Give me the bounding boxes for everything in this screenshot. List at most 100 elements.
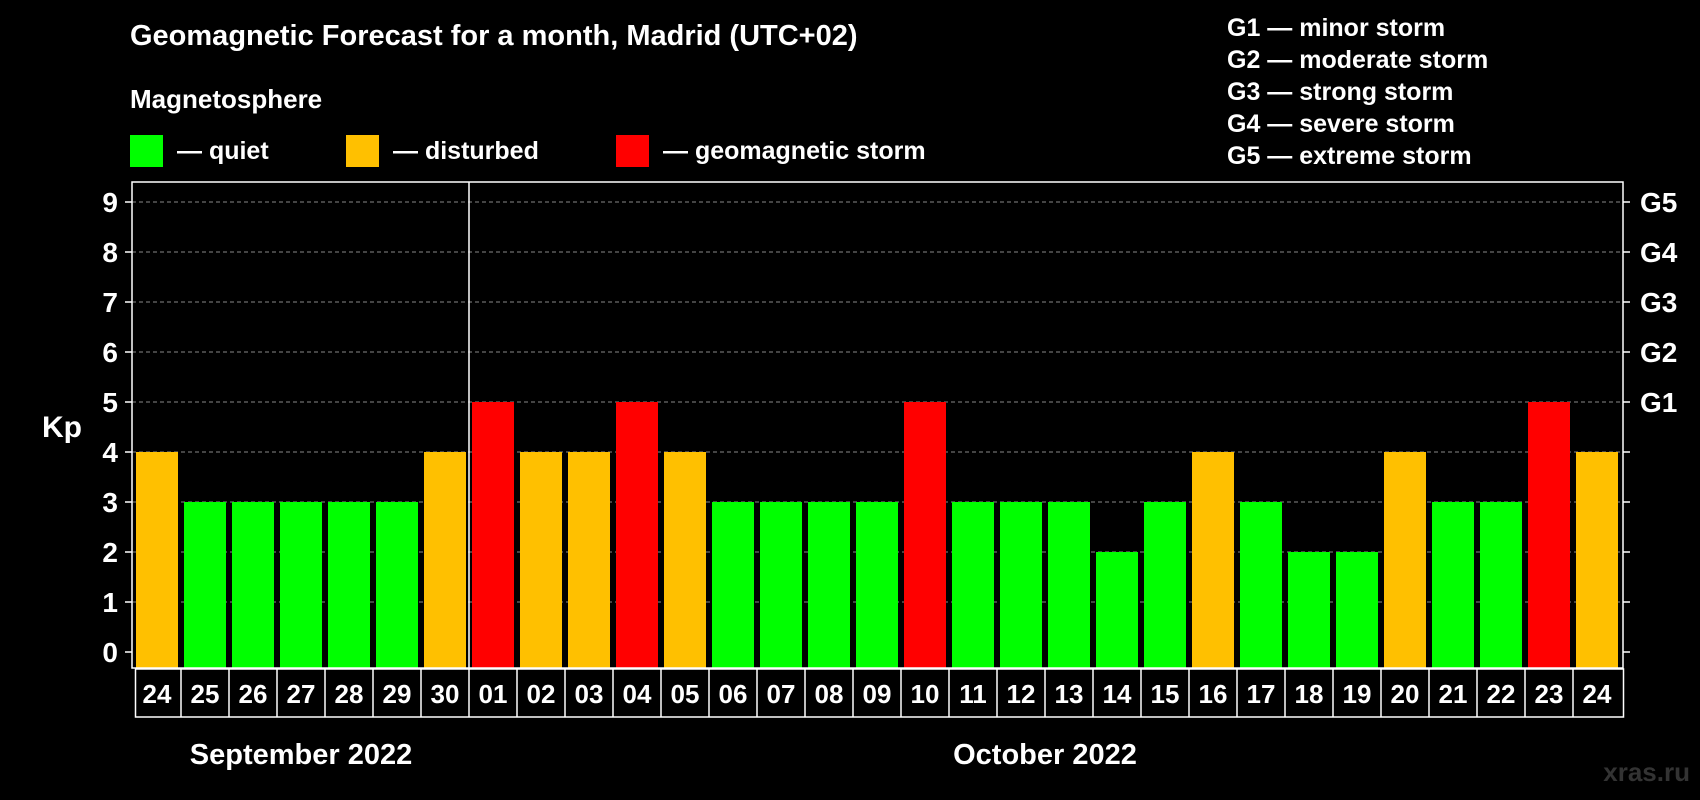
legend-item-storm: — geomagnetic storm — [616, 135, 926, 167]
watermark: xras.ru — [1603, 757, 1690, 787]
date-label-12: 06 — [719, 679, 748, 709]
date-label-0: 24 — [143, 679, 172, 709]
date-label-10: 04 — [623, 679, 652, 709]
y-tick-label-0: 0 — [102, 637, 118, 668]
date-label-23: 17 — [1247, 679, 1276, 709]
date-row-frame — [134, 668, 1625, 718]
right-tick-label-g3: G3 — [1640, 287, 1677, 318]
bar-7 — [472, 402, 514, 668]
legend-swatch-quiet — [130, 135, 163, 167]
bar-23 — [1240, 502, 1282, 668]
y-tick-label-9: 9 — [102, 187, 118, 218]
date-label-21: 15 — [1151, 679, 1180, 709]
date-label-20: 14 — [1103, 679, 1132, 709]
date-label-5: 29 — [383, 679, 412, 709]
bar-13 — [760, 502, 802, 668]
y-tick-label-6: 6 — [102, 337, 118, 368]
bar-11 — [664, 452, 706, 668]
right-tick-label-g5: G5 — [1640, 187, 1677, 218]
storm-level-g5: G5 — extreme storm — [1227, 142, 1472, 170]
bar-4 — [328, 502, 370, 668]
bar-16 — [904, 402, 946, 668]
bar-14 — [808, 502, 850, 668]
date-label-27: 21 — [1439, 679, 1468, 709]
bar-29 — [1528, 402, 1570, 668]
y-tick-label-8: 8 — [102, 237, 118, 268]
plot-frame — [131, 181, 1624, 669]
bar-12 — [712, 502, 754, 668]
y-tick-label-3: 3 — [102, 487, 118, 518]
bar-30 — [1576, 452, 1618, 668]
date-label-1: 25 — [191, 679, 220, 709]
date-label-26: 20 — [1391, 679, 1420, 709]
bar-9 — [568, 452, 610, 668]
bar-25 — [1336, 552, 1378, 668]
bar-15 — [856, 502, 898, 668]
date-label-9: 03 — [575, 679, 604, 709]
date-label-28: 22 — [1487, 679, 1516, 709]
legend-label-storm: — geomagnetic storm — [663, 136, 926, 165]
date-label-4: 28 — [335, 679, 364, 709]
bar-17 — [952, 502, 994, 668]
bar-18 — [1000, 502, 1042, 668]
bar-8 — [520, 452, 562, 668]
date-label-15: 09 — [863, 679, 892, 709]
date-label-30: 24 — [1583, 679, 1612, 709]
bar-27 — [1432, 502, 1474, 668]
bar-24 — [1288, 552, 1330, 668]
legend-item-disturbed: — disturbed — [346, 135, 539, 167]
date-label-24: 18 — [1295, 679, 1324, 709]
bar-20 — [1096, 552, 1138, 668]
date-label-11: 05 — [671, 679, 700, 709]
storm-level-g1: G1 — minor storm — [1227, 14, 1446, 42]
storm-level-g3: G3 — strong storm — [1227, 78, 1454, 106]
bar-21 — [1144, 502, 1186, 668]
frame-layer — [125, 181, 1630, 718]
date-label-17: 11 — [959, 679, 987, 709]
legend-label-disturbed: — disturbed — [393, 136, 539, 165]
date-label-2: 26 — [239, 679, 268, 709]
right-tick-label-g4: G4 — [1640, 237, 1678, 268]
date-label-6: 30 — [431, 679, 460, 709]
bar-10 — [616, 402, 658, 668]
y-tick-label-4: 4 — [102, 437, 118, 468]
bar-26 — [1384, 452, 1426, 668]
bar-5 — [376, 502, 418, 668]
bar-6 — [424, 452, 466, 668]
y-tick-label-7: 7 — [102, 287, 118, 318]
date-label-16: 10 — [911, 679, 940, 709]
right-tick-label-g2: G2 — [1640, 337, 1677, 368]
legend-label-quiet: — quiet — [177, 136, 269, 165]
date-label-29: 23 — [1535, 679, 1564, 709]
legend-heading: Magnetosphere — [130, 84, 323, 114]
legend-swatch-storm — [616, 135, 649, 167]
date-label-19: 13 — [1055, 679, 1084, 709]
bar-1 — [184, 502, 226, 668]
date-label-7: 01 — [479, 679, 508, 709]
y-axis-label: Kp — [42, 411, 82, 444]
date-label-14: 08 — [815, 679, 844, 709]
date-label-22: 16 — [1199, 679, 1228, 709]
month-label-1: October 2022 — [953, 739, 1137, 771]
storm-level-g4: G4 — severe storm — [1227, 110, 1455, 138]
date-label-8: 02 — [527, 679, 556, 709]
legend-item-quiet: — quiet — [130, 135, 269, 167]
storm-level-list: G1 — minor storm G2 — moderate storm G3 … — [1227, 12, 1488, 172]
date-label-13: 07 — [767, 679, 796, 709]
y-tick-label-2: 2 — [102, 537, 118, 568]
date-label-25: 19 — [1343, 679, 1372, 709]
bar-28 — [1480, 502, 1522, 668]
date-label-18: 12 — [1007, 679, 1036, 709]
date-label-3: 27 — [287, 679, 316, 709]
chart-title: Geomagnetic Forecast for a month, Madrid… — [130, 20, 858, 52]
bar-22 — [1192, 452, 1234, 668]
bar-2 — [232, 502, 274, 668]
storm-level-g2: G2 — moderate storm — [1227, 46, 1489, 74]
month-label-0: September 2022 — [190, 739, 412, 771]
bar-0 — [136, 452, 178, 668]
bar-layer — [136, 402, 1618, 668]
legend-swatch-disturbed — [346, 135, 379, 167]
y-tick-label-5: 5 — [102, 387, 118, 418]
bar-3 — [280, 502, 322, 668]
